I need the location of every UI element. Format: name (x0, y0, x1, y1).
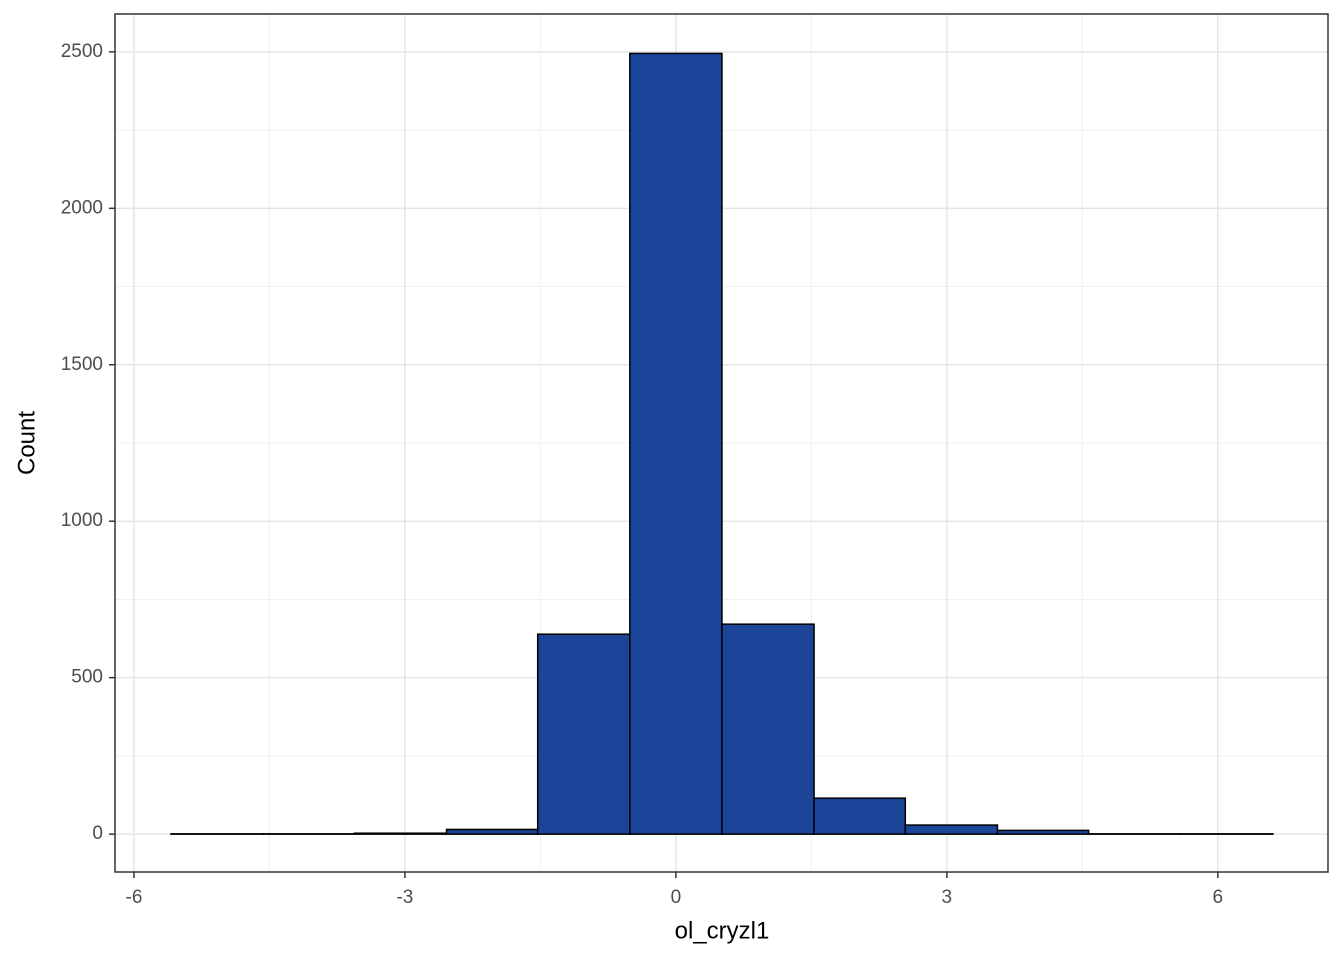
x-tick-label: 3 (942, 887, 953, 908)
panel-border (114, 13, 1329, 873)
x-axis-title: ol_cryzl1 (675, 917, 770, 944)
bar (721, 623, 815, 835)
y-tick-label: 0 (92, 823, 103, 844)
y-tick-label: 2500 (61, 41, 103, 62)
y-tick-label: 2000 (61, 197, 103, 218)
y-tick-label: 1000 (61, 510, 103, 531)
x-tick-label: -6 (126, 887, 143, 908)
bar (996, 829, 1090, 835)
y-tick-label: 1500 (61, 354, 103, 375)
bar (353, 832, 448, 835)
bar (536, 633, 631, 835)
x-tick-label: 0 (671, 887, 682, 908)
x-tick-label: 6 (1213, 887, 1224, 908)
y-tick-label: 500 (71, 667, 103, 688)
y-axis-title: Count (13, 411, 40, 475)
x-tick-label: -3 (396, 887, 413, 908)
bar (629, 52, 723, 835)
bar (813, 797, 907, 835)
bar (904, 824, 999, 835)
bar (445, 828, 539, 835)
